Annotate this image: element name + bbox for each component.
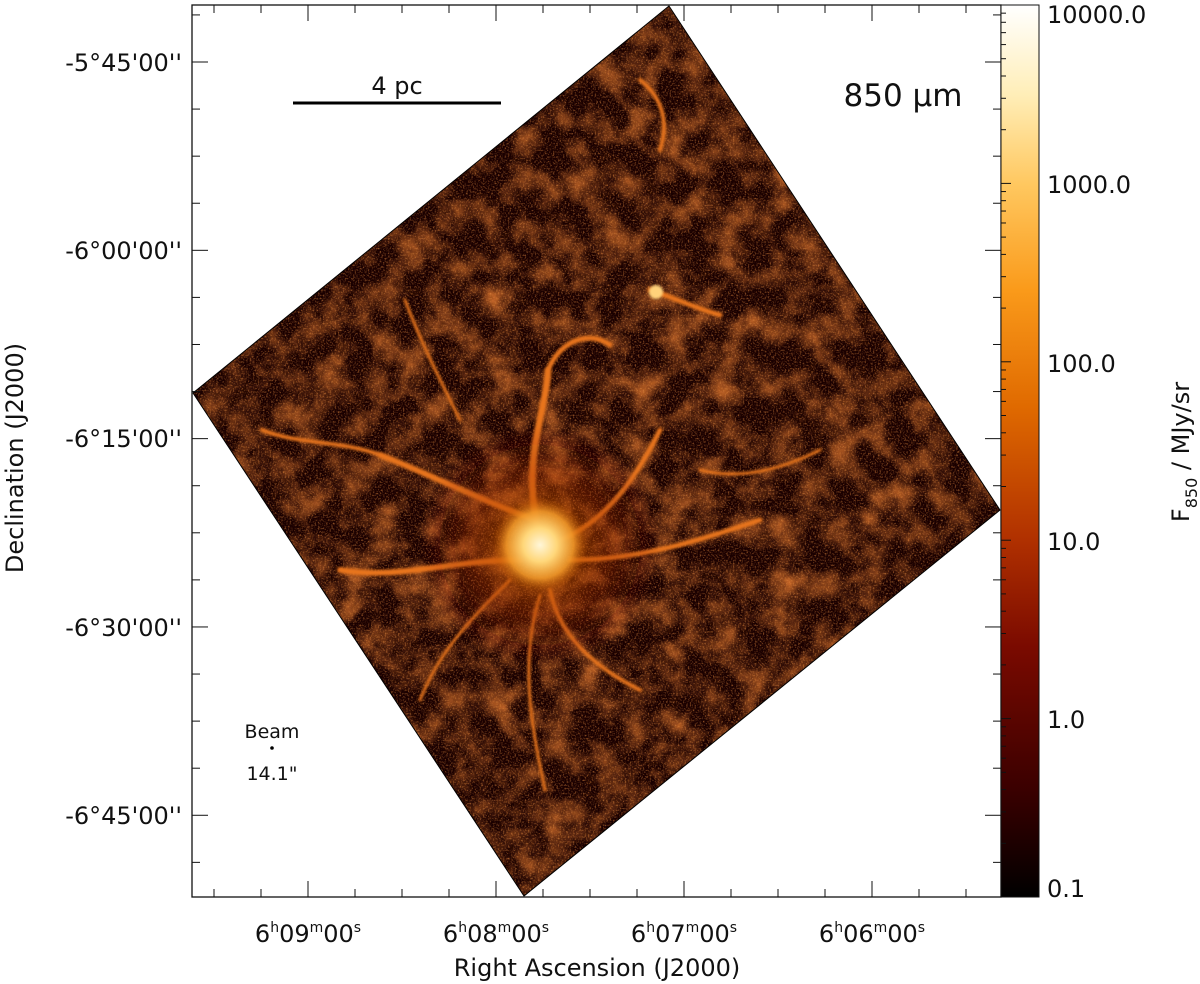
colorbar-label: F850 / MJy/sr	[1167, 382, 1200, 522]
colorbar	[1000, 4, 1040, 898]
tick-marks	[192, 5, 1001, 897]
colorbar-tick-label: 1000.0	[1047, 171, 1131, 199]
x-tick-label: 6h09m00s	[255, 920, 361, 948]
map-boundary	[192, 5, 1001, 897]
y-axis-label: Declination (J2000)	[1, 343, 29, 573]
colorbar-ticks	[1001, 12, 1011, 898]
y-tick-label: -6°30'00''	[65, 614, 182, 642]
beam-marker	[270, 746, 274, 750]
x-tick-label: 6h07m00s	[631, 920, 737, 948]
colorbar-tick-label: 10.0	[1047, 528, 1100, 556]
wavelength-title: 850 µm	[844, 78, 963, 114]
beam-size-label: 14.1"	[246, 763, 297, 785]
colorbar-tick-label: 10000.0	[1047, 1, 1146, 29]
scale-bar-label: 4 pc	[371, 72, 422, 100]
y-tick-labels: -5°45'00'' -6°00'00'' -6°15'00'' -6°30'0…	[65, 49, 182, 830]
colorbar-tick-label: 1.0	[1047, 706, 1085, 734]
colorbar-tick-labels: 10000.0 1000.0 100.0 10.0 1.0 0.1	[1047, 1, 1146, 903]
x-tick-label: 6h08m00s	[443, 920, 549, 948]
y-tick-label: -6°45'00''	[65, 802, 182, 830]
y-tick-label: -5°45'00''	[65, 49, 182, 77]
x-tick-labels: 6h09m00s 6h08m00s 6h07m00s 6h06m00s	[255, 920, 925, 948]
y-tick-label: -6°00'00''	[65, 237, 182, 265]
y-tick-label: -6°15'00''	[65, 425, 182, 453]
x-tick-label: 6h06m00s	[819, 920, 925, 948]
colorbar-tick-label: 0.1	[1047, 875, 1085, 903]
colorbar-tick-label: 100.0	[1047, 350, 1116, 378]
bright-core	[492, 497, 588, 593]
beam-label: Beam	[245, 721, 300, 743]
x-axis-label: Right Ascension (J2000)	[454, 954, 741, 982]
